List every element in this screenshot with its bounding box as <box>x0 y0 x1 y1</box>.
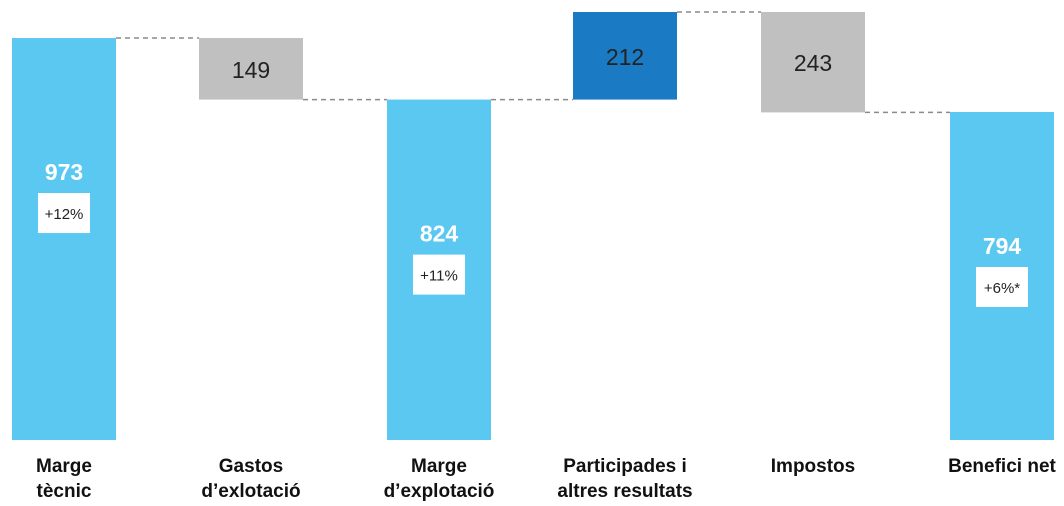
bar-value-label: 243 <box>794 50 832 76</box>
category-label: Impostos <box>770 456 856 477</box>
growth-label: +6%* <box>984 280 1020 297</box>
growth-label: +11% <box>420 268 458 285</box>
category-label: Participades i altres resultats <box>557 456 693 502</box>
bar-value-label: 794 <box>983 233 1022 259</box>
bar-value-label: 149 <box>232 57 270 83</box>
category-label: Benefici net <box>948 456 1056 477</box>
growth-badge <box>413 254 465 295</box>
category-label: Gastos d’exlotació <box>201 456 301 502</box>
bar-value-label: 973 <box>45 159 83 185</box>
bar-value-label: 824 <box>420 221 459 247</box>
category-label: Marge tècnic <box>36 456 92 502</box>
bar-value-label: 212 <box>606 44 644 70</box>
growth-label: +12% <box>45 206 84 223</box>
increase-bar <box>573 12 677 100</box>
growth-badge <box>976 266 1028 307</box>
decrease-bar <box>761 12 865 113</box>
total-bar <box>12 38 116 440</box>
decrease-bar <box>199 38 303 100</box>
category-label: Marge d’explotació <box>383 456 495 502</box>
growth-badge <box>38 193 90 234</box>
